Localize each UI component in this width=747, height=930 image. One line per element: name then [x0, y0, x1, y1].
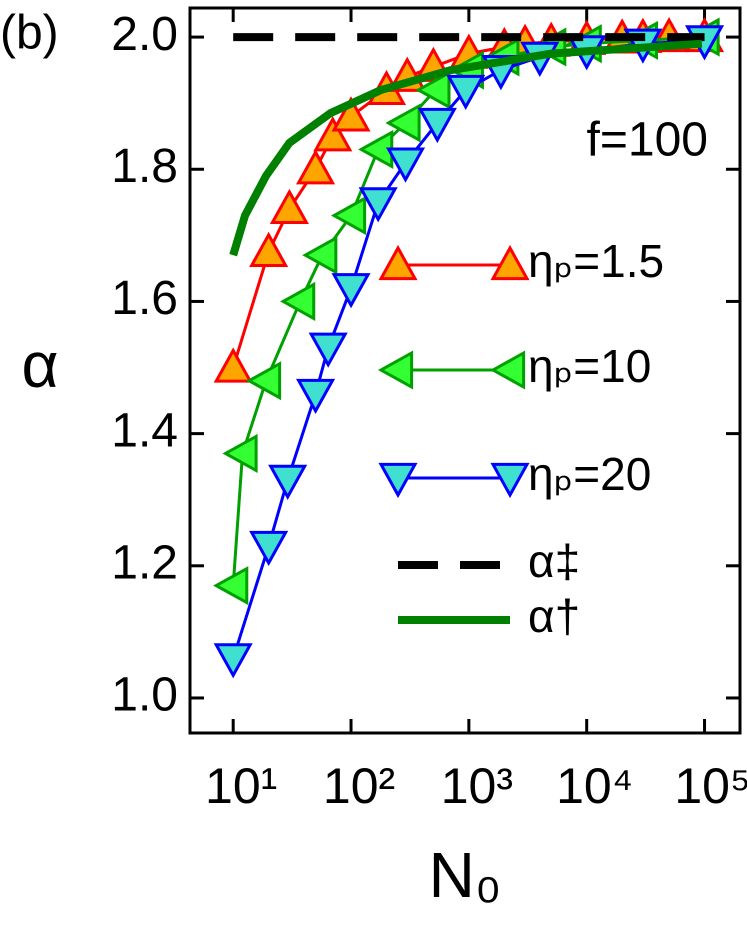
marker [330, 195, 367, 236]
panel-label: (b) [0, 7, 59, 60]
marker [213, 347, 253, 383]
x-tick-label: 10¹ [205, 758, 277, 814]
legend-label: α† [528, 590, 580, 642]
legend-label: ηₚ=1.5 [528, 235, 664, 287]
legend-label: ηₚ=10 [528, 340, 651, 392]
series-line [229, 39, 703, 257]
marker [446, 74, 486, 111]
marker [415, 70, 451, 110]
marker [213, 643, 253, 679]
y-tick-label: 1.0 [111, 669, 178, 722]
legend-marker [490, 244, 530, 281]
x-tick-label: 10⁵ [674, 758, 747, 814]
marker [417, 107, 457, 144]
y-tick-label: 2.0 [111, 8, 178, 61]
legend-marker [490, 462, 530, 499]
legend-marker [489, 350, 526, 390]
marker [385, 147, 426, 183]
y-tick-label: 1.6 [111, 272, 178, 325]
marker [268, 464, 308, 500]
marker [308, 332, 348, 368]
legend-marker [378, 462, 418, 499]
marker [331, 273, 371, 309]
legend-label: ηₚ=20 [528, 448, 651, 500]
annotation: f=100 [587, 114, 708, 167]
marker [385, 103, 421, 143]
marker [222, 433, 258, 473]
marker [280, 281, 316, 321]
marker [249, 530, 289, 567]
marker [358, 187, 398, 223]
y-tick-label: 1.8 [111, 140, 178, 193]
marker [213, 566, 249, 606]
y-tick-label: 1.2 [111, 536, 178, 589]
x-tick-label: 10³ [441, 758, 513, 814]
marker [245, 361, 282, 401]
y-axis-label: α [22, 329, 59, 401]
marker [269, 188, 309, 225]
legend-marker [377, 350, 414, 390]
x-axis-label: N₀ [429, 839, 502, 911]
marker [296, 149, 336, 185]
legend-marker [378, 244, 418, 281]
marker [249, 231, 289, 267]
marker [331, 96, 371, 132]
x-tick-label: 10² [323, 758, 395, 814]
x-tick-label: 10⁴ [556, 758, 633, 814]
plot-frame [188, 6, 742, 735]
legend-label: α‡ [528, 535, 580, 587]
y-tick-label: 1.4 [111, 404, 178, 457]
marker [302, 235, 338, 275]
marker [313, 116, 353, 152]
marker [296, 378, 336, 415]
